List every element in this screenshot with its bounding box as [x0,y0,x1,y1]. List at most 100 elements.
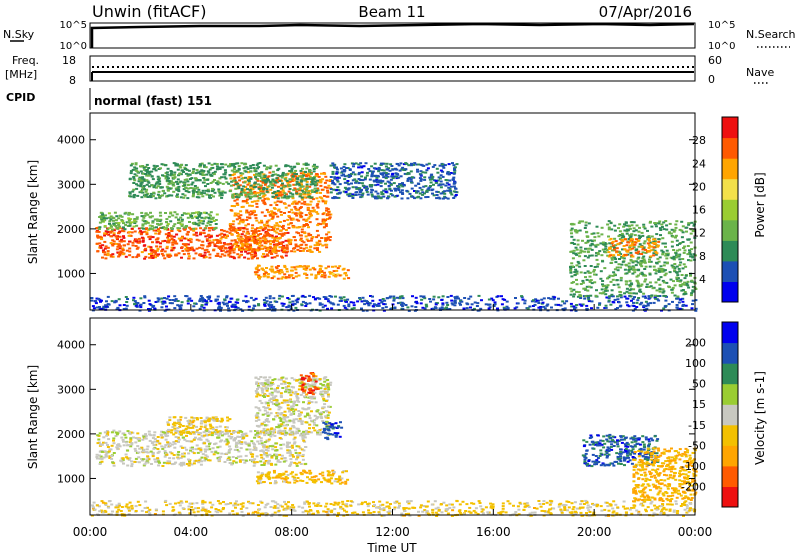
power-cell [453,301,457,304]
power-cell [229,224,232,227]
power-cell [419,295,423,298]
power-cell [325,246,329,249]
power-cell [286,306,290,308]
power-cell [386,180,390,183]
power-cell [299,180,303,183]
power-cell [195,186,199,189]
power-cell [215,165,219,168]
power-cell [380,300,384,303]
velocity-cell [226,441,230,444]
velocity-cell [237,450,241,453]
velocity-cell [194,448,198,451]
power-cell [155,165,159,168]
power-cell [671,300,674,303]
power-cell [177,190,181,193]
power-cell [259,227,263,230]
power-cell [132,182,136,184]
power-cell [257,187,261,190]
power-cell [239,249,243,251]
power-cell [190,246,194,249]
power-cell [220,253,224,256]
power-cell [335,269,339,272]
power-cell [258,245,262,247]
power-cell [618,251,622,254]
power-cell [245,228,249,231]
power-cell [690,307,694,310]
power-cell [396,187,400,190]
power-cell [107,303,111,306]
power-cell [352,304,356,307]
power-cell [647,295,651,298]
power-cell [286,250,290,253]
power-cell [201,171,205,174]
power-cell [323,271,326,274]
power-cell [283,212,286,214]
power-cell [277,297,281,300]
power-cell [239,220,242,223]
power-cell [270,226,274,229]
power-cell [585,278,589,281]
power-cell [173,223,177,226]
power-cell [287,195,291,198]
power-cell [287,227,291,229]
power-cell [258,277,261,280]
power-cell [648,244,651,247]
power-cell [267,247,271,250]
power-cell [268,297,272,300]
power-cell [286,181,290,184]
power-cell [596,306,600,309]
power-cell [161,194,164,197]
power-cell [257,304,261,307]
power-cell [134,163,138,166]
power-cell [384,306,388,309]
power-cell [212,249,216,252]
power-cell [124,307,128,310]
power-cell [281,241,285,244]
power-cell [652,254,656,257]
power-cell [145,163,149,166]
power-cell [300,202,304,205]
power-cell [581,281,585,284]
power-cell [604,304,608,307]
power-cell [672,280,675,283]
power-cell [376,304,379,307]
power-cell [389,295,393,298]
power-cell [315,175,319,178]
power-cell [625,301,629,304]
power-cell [222,173,226,176]
power-cell [252,299,256,302]
velocity-cell [264,460,268,462]
power-cell [184,190,188,192]
power-cell [255,266,259,269]
power-cell [616,269,620,272]
velocity-cell [203,459,207,462]
velocity-cell [252,448,256,451]
power-cell [575,290,578,293]
power-cell [236,170,240,173]
power-cell [653,238,657,241]
power-cell [585,230,589,233]
power-cell [105,217,109,220]
power-cell [683,281,687,284]
power-cell [521,298,525,301]
power-cell [152,254,155,257]
power-cell [234,241,238,243]
power-cell [148,303,152,306]
power-cell [540,298,544,301]
power-cell [100,238,104,241]
power-cell [128,177,132,180]
power-cell [425,305,429,308]
power-cell [414,184,418,187]
power-cell [244,200,248,203]
power-cell [641,248,645,251]
power-cell [144,249,148,252]
power-cell [396,296,399,299]
velocity-cell [118,445,122,448]
power-cell [657,240,661,243]
power-cell [252,184,256,187]
power-cell [502,306,506,309]
power-cell [280,302,284,305]
power-cell [160,226,164,229]
power-cell [365,185,369,188]
power-cell [656,257,660,260]
